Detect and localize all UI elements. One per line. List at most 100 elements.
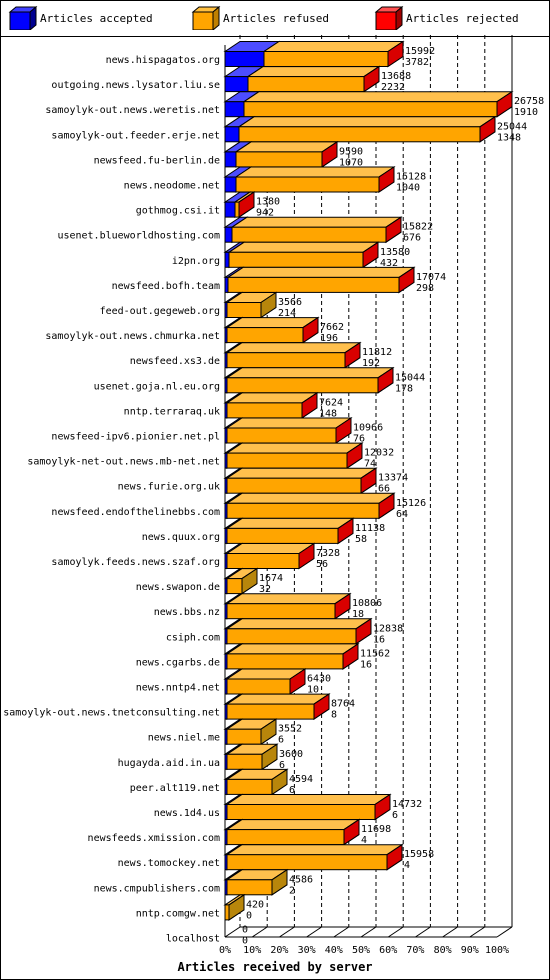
bar-end-cap [385, 216, 402, 244]
bar-end-cap [496, 90, 513, 118]
value-label-total: 12032 [364, 448, 394, 459]
bar-segment-refused [225, 818, 361, 846]
value-label-total: 7328 [316, 548, 340, 559]
value-label-accepted: 58 [355, 534, 367, 545]
value-label-total: 11812 [362, 347, 392, 358]
bar-end-cap [271, 868, 288, 896]
bar-end-cap [260, 291, 277, 319]
category-label: news.cgarbs.de [136, 657, 220, 668]
bar-end-cap [479, 115, 496, 143]
bar-end-cap [321, 140, 338, 168]
value-label-total: 4586 [289, 874, 313, 885]
value-label-accepted: 66 [378, 484, 390, 495]
value-label-total: 17074 [416, 272, 446, 283]
x-tick-label: 70% [406, 945, 424, 956]
floor-tick [415, 926, 431, 938]
x-tick-label: 20% [270, 945, 288, 956]
value-label-accepted: 56 [316, 559, 328, 570]
value-label-total: 420 [246, 899, 264, 910]
bar-segment-refused [225, 843, 404, 871]
x-tick-label: 100% [485, 945, 509, 956]
bar-end-cap [298, 542, 315, 570]
category-label: nntp.comgw.net [136, 908, 220, 919]
bar-end-cap [228, 893, 245, 921]
x-tick-label: 40% [325, 945, 343, 956]
value-label-accepted: 6 [289, 785, 295, 796]
category-label: newsfeed.fu-berlin.de [94, 155, 220, 166]
category-label: i2pn.org [172, 256, 220, 267]
value-label-accepted: 1040 [396, 183, 420, 194]
value-label-accepted: 8 [331, 710, 337, 721]
value-label-accepted: 676 [403, 233, 421, 244]
bar-end-cap [342, 642, 359, 670]
bar-end-cap [387, 40, 404, 68]
value-label-accepted: 64 [396, 509, 408, 520]
value-label-accepted: 18 [352, 609, 364, 620]
x-tick-label: 80% [434, 945, 452, 956]
value-label-total: 13374 [378, 473, 408, 484]
value-label-total: 15958 [404, 849, 434, 860]
value-label-accepted: 1348 [497, 132, 521, 143]
category-label: news.nntp4.net [136, 683, 220, 694]
floor-tick [333, 926, 350, 938]
value-label-total: 13688 [381, 71, 411, 82]
bar-end-cap [362, 241, 379, 269]
value-label-accepted: 4 [404, 860, 410, 871]
category-label: csiph.com [166, 632, 220, 643]
bar-segment-refused [225, 617, 373, 645]
bar-end-cap [241, 567, 258, 595]
bar-end-cap [374, 793, 391, 821]
x-tick-label: 0% [219, 945, 231, 956]
bar-end-cap [378, 492, 395, 520]
value-label-total: 3566 [278, 297, 302, 308]
value-label-accepted: 178 [395, 383, 413, 394]
value-label-accepted: 0 [246, 910, 252, 921]
value-label-accepted: 74 [364, 459, 376, 470]
x-axis-label: Articles received by server [177, 960, 373, 974]
bar-end-cap [377, 366, 394, 394]
bar-end-cap [398, 266, 415, 294]
bar-segment-refused [227, 241, 380, 269]
value-label-accepted: 76 [353, 434, 365, 445]
value-label-total: 10966 [353, 423, 383, 434]
category-label: localhost [166, 934, 220, 945]
value-label-accepted: 32 [259, 584, 271, 595]
floor-tick [469, 926, 486, 938]
category-label: news.1d4.us [154, 808, 220, 819]
bar-segment-refused [225, 642, 360, 670]
bar-end-cap [335, 417, 352, 444]
value-label-total: 3600 [279, 749, 303, 760]
value-label-total: 15822 [403, 222, 433, 233]
bar-end-cap [261, 743, 278, 771]
category-label: outgoing.news.lysator.liu.se [51, 80, 220, 91]
value-label-total: 14732 [392, 799, 422, 810]
x-tick-label: 90% [461, 945, 479, 956]
x-tick-label: 60% [379, 945, 397, 956]
value-label-total: 3552 [278, 724, 302, 735]
value-label-total: 11698 [361, 824, 391, 835]
category-label: newsfeed.endofthelinebbs.com [51, 507, 220, 518]
bar-segment-refused [225, 592, 352, 620]
bar-end-cap [313, 693, 330, 721]
bar-end-cap [355, 617, 372, 645]
category-label: samoylyk-net-out.news.mb-net.net [27, 457, 220, 468]
value-label-accepted: 148 [319, 408, 337, 419]
bar-segment-refused [242, 90, 514, 118]
value-label-accepted: 6 [392, 810, 398, 821]
value-label-accepted: 6 [278, 735, 284, 746]
value-label-accepted: 3782 [405, 57, 429, 68]
value-label-total: 7624 [319, 397, 343, 408]
category-label: news.quux.org [142, 532, 220, 543]
bar-segment-refused [225, 341, 362, 369]
category-label: newsfeed-ipv6.pionier.net.pl [51, 432, 220, 443]
value-label-total: 0 [242, 925, 248, 936]
bar-end-cap [260, 718, 277, 746]
category-label: hugayda.aid.in.ua [118, 758, 220, 769]
legend-swatch-rejected [374, 5, 404, 30]
floor-tick [360, 926, 377, 938]
bar-segment-refused [234, 166, 396, 193]
value-label-accepted: 432 [380, 258, 398, 269]
value-label-accepted: 0 [242, 936, 248, 947]
category-label: news.niel.me [148, 733, 220, 744]
